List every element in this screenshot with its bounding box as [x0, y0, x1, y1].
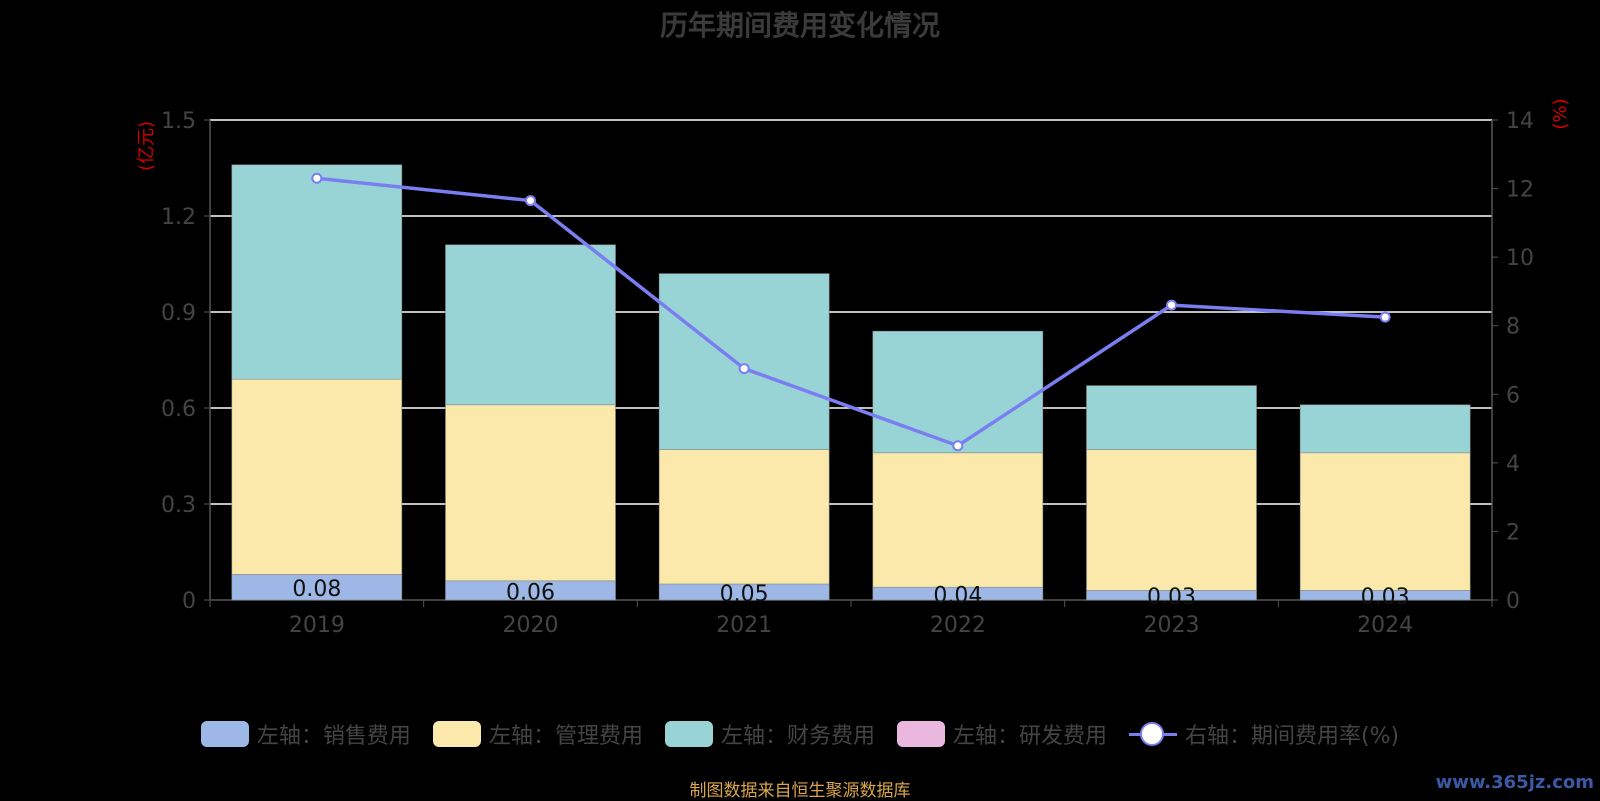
legend-swatch-rate [1128, 721, 1177, 747]
bar-segment-s2 [1086, 385, 1257, 450]
x-tick-label: 2020 [503, 613, 559, 638]
y-right-tick-label: 4 [1506, 452, 1520, 477]
y-right-tick-label: 14 [1506, 109, 1534, 134]
bar-segment-s2 [872, 330, 1044, 454]
legend-item-admin[interactable]: 左轴：管理费用 [432, 718, 643, 750]
source-note: 制图数据来自恒生聚源数据库 [689, 781, 911, 801]
bar-segment-s1 [1299, 452, 1471, 591]
legend-label-rate: 右轴：期间费用率(%) [1184, 724, 1400, 749]
y-right-tick-label: 6 [1506, 383, 1520, 408]
y-left-tick-label: 0 [182, 589, 196, 614]
bar-segment-s2 [445, 244, 616, 406]
x-tick-label: 2024 [1357, 613, 1413, 638]
bar-segment-s1 [658, 449, 830, 585]
rate-line [316, 176, 1386, 448]
bar-segment-s0 [231, 574, 403, 601]
legend-item-finance[interactable]: 左轴：财务费用 [664, 718, 875, 750]
legend-swatch-rnd [896, 721, 945, 747]
legend-label-finance: 左轴：财务费用 [720, 724, 875, 749]
y-right-axis-label: (%) [1550, 98, 1571, 129]
x-tick-label: 2022 [930, 613, 986, 638]
bar-segment-s1 [231, 378, 403, 575]
bar-data-label: 0.03 [1361, 585, 1410, 610]
bar-segment-s2 [658, 273, 830, 450]
bar-segment-s2 [1299, 404, 1471, 454]
y-left-tick-label: 1.2 [161, 205, 196, 230]
y-right-tick-label: 2 [1506, 520, 1520, 545]
bar-data-label: 0.03 [1147, 585, 1196, 610]
bar-data-label: 0.04 [933, 584, 982, 609]
bar-segment-s2 [231, 164, 403, 380]
y-right-tick-label: 8 [1506, 315, 1520, 340]
y-left-tick-label: 0.6 [161, 397, 196, 422]
watermark: www.365jz.com [1435, 772, 1594, 793]
y-left-tick-label: 1.5 [161, 109, 196, 134]
legend-item-rnd[interactable]: 左轴：研发费用 [896, 718, 1107, 750]
x-tick-label: 2023 [1144, 613, 1200, 638]
legend-swatch-admin [432, 721, 481, 747]
y-left-tick-label: 0.9 [161, 301, 196, 326]
x-tick-label: 2021 [716, 613, 772, 638]
bar-segment-s1 [445, 404, 616, 582]
y-right-tick-label: 12 [1506, 178, 1534, 203]
chart-canvas: 0 0.3 0.6 0.9 1.2 1.5 0 2 4 6 8 10 12 14 (亿元) (%) 2019 20… [136, 98, 1571, 638]
chart-title: 历年期间费用变化情况 [659, 9, 940, 42]
legend-swatch-sales [200, 721, 249, 747]
legend: 左轴：销售费用 左轴：管理费用 左轴：财务费用 左轴：研发费用 右轴：期间费用率… [0, 718, 1600, 750]
legend-item-sales[interactable]: 左轴：销售费用 [200, 718, 411, 750]
rate-point [1166, 299, 1177, 311]
y-left-tick-label: 0.3 [161, 493, 196, 518]
y-right-tick-label: 0 [1506, 589, 1520, 614]
rate-point [952, 440, 964, 452]
rate-point [311, 172, 323, 184]
bar-segment-s1 [1086, 449, 1257, 591]
rate-point [525, 195, 536, 207]
x-tick-label: 2019 [289, 613, 345, 638]
y-right-tick-label: 10 [1506, 246, 1534, 271]
bar-data-label: 0.06 [506, 580, 555, 605]
bar-segment-s1 [872, 452, 1044, 588]
y-left-axis-label: (亿元) [136, 121, 157, 171]
legend-label-rnd: 左轴：研发费用 [952, 724, 1107, 749]
bar-data-label: 0.05 [720, 582, 769, 607]
bar-data-label: 0.08 [292, 577, 341, 602]
legend-item-rate[interactable]: 右轴：期间费用率(%) [1128, 718, 1400, 750]
legend-label-sales: 左轴：销售费用 [256, 724, 411, 749]
rate-point [1379, 311, 1391, 323]
legend-label-admin: 左轴：管理费用 [488, 724, 643, 749]
legend-swatch-finance [664, 721, 713, 747]
rate-point [738, 363, 750, 375]
